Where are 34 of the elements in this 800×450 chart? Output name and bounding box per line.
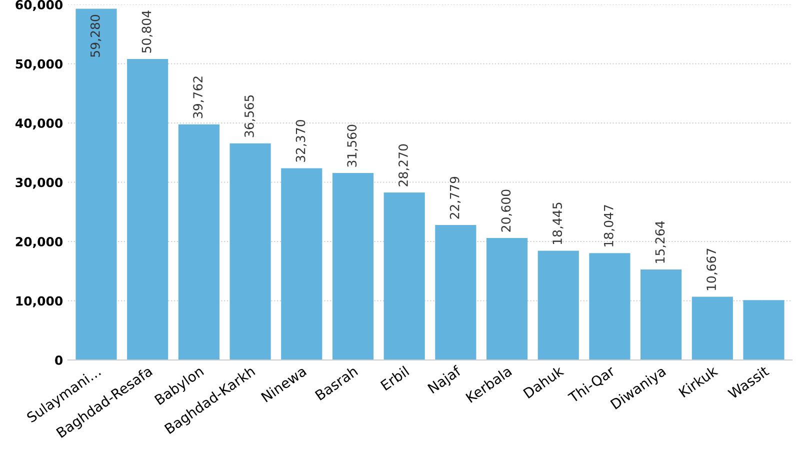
bar [538,250,579,360]
y-tick-label: 50,000 [16,59,63,70]
data-label: 28,270 [398,144,410,186]
bar [332,173,374,360]
data-label: 22,779 [450,176,461,219]
data-label: 59,280 [90,14,102,57]
bar [692,296,733,360]
data-label: 20,600 [501,190,512,232]
bar [127,58,168,360]
data-label: 50,804 [142,10,152,53]
y-tick-label: 20,000 [16,236,63,248]
bar [486,238,528,360]
bar [230,143,271,360]
bar [281,168,322,360]
data-label: 31,560 [347,124,358,167]
y-tick-label: 60,000 [16,0,63,12]
bar [178,124,220,360]
data-label: 36,565 [244,95,256,138]
data-label: 18,445 [552,202,564,244]
data-label: 39,762 [193,76,204,118]
bar [640,270,682,360]
y-tick-label: 0 [55,355,63,365]
y-tick-label: 10,000 [16,296,63,308]
data-label: 15,264 [655,221,666,263]
bar [589,253,630,360]
bar [76,8,117,360]
bar [435,225,476,360]
bar [743,300,784,360]
y-tick-label: 30,000 [16,178,63,189]
data-label: 18,047 [604,205,615,246]
data-label: 32,370 [296,120,307,162]
bar [384,192,425,360]
data-label: 10,667 [706,248,718,290]
y-tick-label: 40,000 [15,118,63,130]
